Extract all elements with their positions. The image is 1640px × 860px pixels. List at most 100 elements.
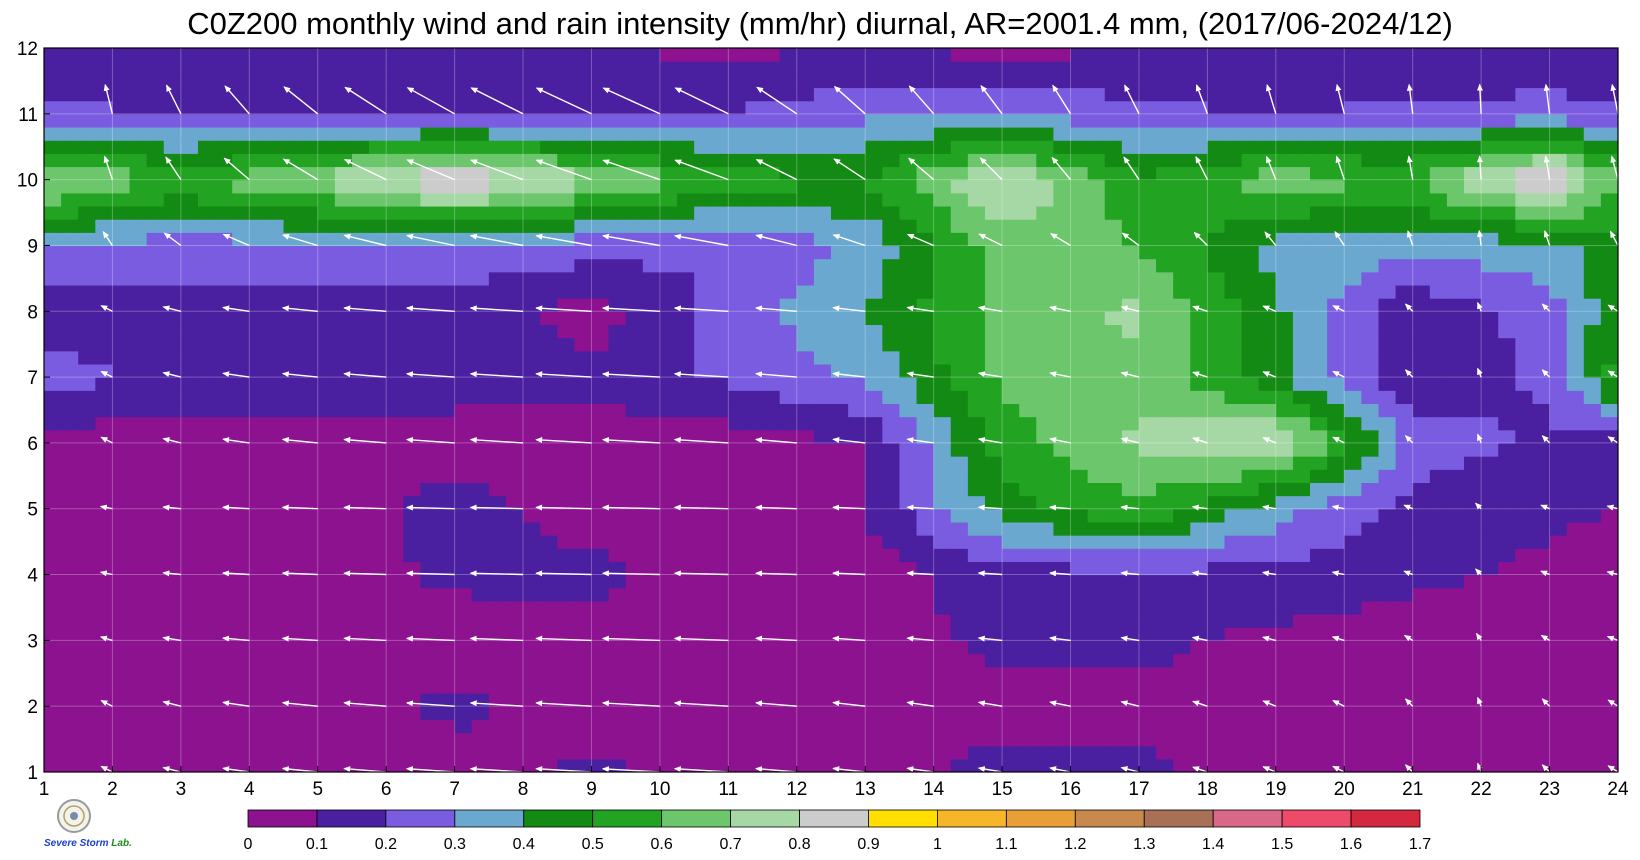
heat-cell [1583,61,1602,75]
heat-cell [1138,284,1157,299]
heat-cell [1412,166,1431,181]
heat-cell [882,442,901,457]
heat-cell [1070,74,1089,89]
heat-cell [249,245,268,260]
heat-cell [1275,706,1294,720]
heat-cell [1515,337,1534,352]
heat-cell [1019,666,1037,681]
heat-cell [1361,140,1380,154]
heat-cell [882,627,901,641]
heat-cell [146,442,165,457]
heat-cell [642,653,661,668]
heat-cell [283,679,302,694]
heat-cell [146,469,165,483]
heat-cell [540,232,558,247]
heat-cell [215,482,233,497]
heat-cell [1310,153,1328,168]
heat-cell [351,719,370,734]
heat-cell [1310,298,1328,312]
heat-cell [300,179,319,194]
heat-cell [796,205,815,220]
heat-cell [1070,574,1089,589]
heat-cell [1190,298,1208,312]
heat-cell [574,126,593,141]
heat-cell [1532,258,1551,273]
heat-cell [1173,74,1191,89]
heat-cell [232,311,250,326]
heat-cell [300,245,319,260]
heat-cell [1002,245,1020,260]
heat-cell [1173,719,1191,734]
heat-cell [916,745,935,760]
heat-cell [625,587,644,602]
heat-cell [677,640,695,655]
heat-cell [745,574,764,589]
heat-cell [591,337,610,352]
heat-cell [1002,377,1020,391]
heat-cell [1190,324,1208,339]
heat-cell [694,140,712,154]
heat-cell [967,521,986,536]
heat-cell [197,627,216,641]
heat-cell [1481,548,1499,562]
heat-cell [557,403,575,418]
heat-cell [1207,666,1226,681]
heat-cell [523,74,541,89]
heat-cell [403,745,421,760]
heat-cell [232,587,250,602]
heat-cell [1053,126,1072,141]
heat-cell [813,495,832,510]
heat-cell [831,456,849,470]
heat-cell [899,205,918,220]
heat-cell [249,337,268,352]
heat-cell [386,600,404,615]
heat-cell [369,469,387,483]
heat-cell [249,719,268,734]
heat-cell [1292,745,1311,760]
heat-cell [1207,719,1226,734]
heat-cell [796,87,815,102]
heat-cell [1549,350,1568,365]
heat-cell [44,298,62,312]
heat-cell [180,758,199,772]
heat-cell [95,403,114,418]
heat-cell [1053,258,1072,273]
heat-cell [1087,377,1106,391]
heat-cell [1566,548,1585,562]
heat-cell [1600,219,1618,233]
heat-cell [1515,508,1534,523]
heat-cell [283,653,302,668]
heat-cell [505,495,524,510]
heat-cell [882,271,901,286]
heat-cell [1583,640,1602,655]
heat-cell [420,100,439,115]
heat-cell [95,693,114,707]
heat-cell [454,258,473,273]
heat-cell [916,350,935,365]
heat-cell [848,627,866,641]
heat-cell [197,561,216,576]
heat-cell [180,548,199,562]
heat-cell [1036,548,1055,562]
heat-cell [1429,258,1448,273]
heat-cell [1310,627,1328,641]
heat-cell [317,535,336,549]
heat-cell [1532,482,1551,497]
heat-cell [197,179,216,194]
heat-cell [899,337,918,352]
heat-cell [163,166,182,181]
heat-cell [334,350,353,365]
heat-cell [540,245,558,260]
heat-cell [1464,535,1482,549]
heat-cell [813,363,832,378]
heat-cell [694,61,712,75]
heat-cell [1087,429,1106,444]
heat-cell [44,640,62,655]
heat-cell [608,587,627,602]
heat-cell [762,548,781,562]
heat-cell [728,679,747,694]
heat-cell [608,535,627,549]
heat-cell [44,363,62,378]
heat-cell [1310,87,1328,102]
